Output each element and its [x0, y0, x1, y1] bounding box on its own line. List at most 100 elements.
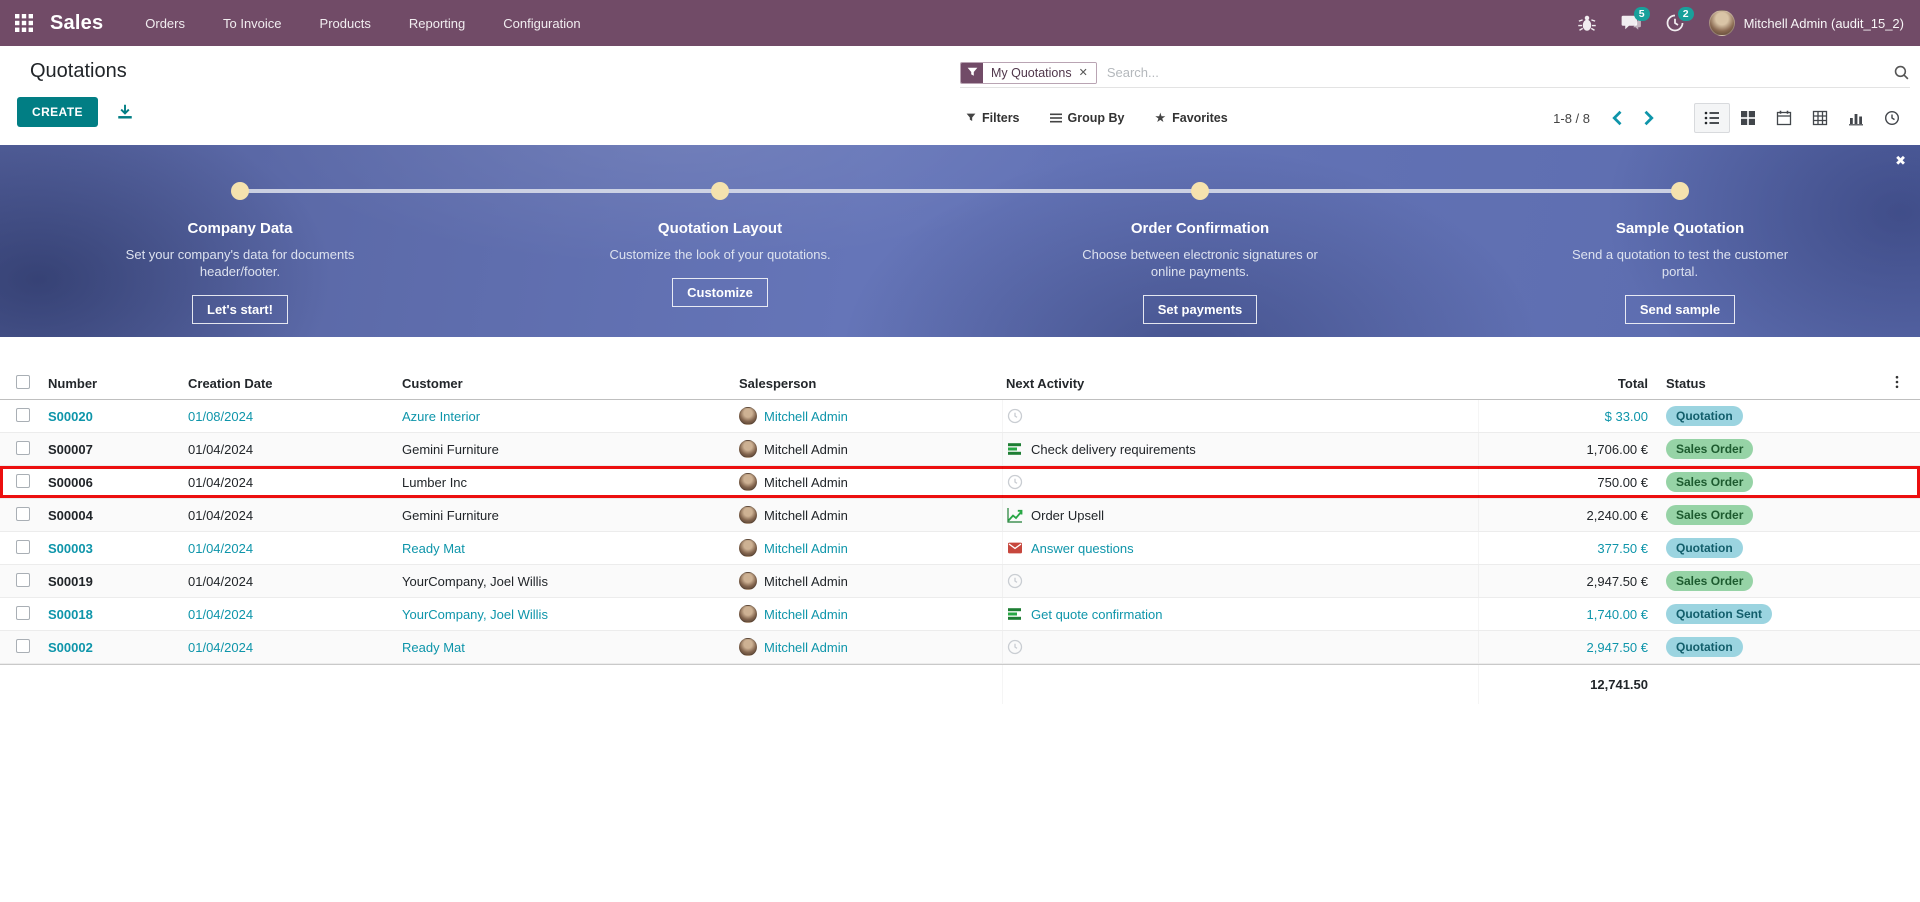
activity-upsell-icon[interactable] [1007, 507, 1023, 523]
select-all-checkbox[interactable] [16, 375, 30, 389]
favorites-button[interactable]: ★ Favorites [1154, 110, 1228, 125]
send-sample-button[interactable]: Send sample [1624, 295, 1736, 324]
creation-date: 01/08/2024 [188, 408, 254, 424]
order-number-link[interactable]: S00019 [48, 573, 93, 589]
step-dot [231, 182, 249, 200]
row-checkbox[interactable] [16, 440, 30, 455]
filters-button[interactable]: Filters [966, 111, 1020, 125]
calendar-view-icon[interactable] [1766, 103, 1802, 133]
pager-previous-icon[interactable] [1608, 108, 1628, 128]
menu-products[interactable]: Products [319, 15, 371, 31]
table-row[interactable]: S00018 01/04/2024 YourCompany, Joel Will… [0, 598, 1920, 631]
active-filter-tag[interactable]: My Quotations ✕ [960, 61, 1097, 84]
table-row[interactable]: S00007 01/04/2024 Gemini Furniture Mitch… [0, 433, 1920, 466]
order-number-link[interactable]: S00007 [48, 441, 93, 457]
footer-total: 12,741.50 [1478, 665, 1652, 704]
order-number-link[interactable]: S00003 [48, 540, 93, 556]
next-activity-cell[interactable]: Get quote confirmation [1002, 598, 1478, 630]
export-download-icon[interactable] [116, 103, 134, 121]
pager-next-icon[interactable] [1638, 108, 1658, 128]
row-checkbox[interactable] [16, 572, 30, 587]
column-next-activity[interactable]: Next Activity [1006, 376, 1085, 391]
row-checkbox[interactable] [16, 605, 30, 620]
customize-button[interactable]: Customize [672, 278, 768, 307]
search-icon[interactable] [1893, 64, 1910, 81]
user-name: Mitchell Admin (audit_15_2) [1743, 15, 1904, 31]
activities-clock-icon[interactable]: 2 [1665, 7, 1694, 33]
order-number-link[interactable]: S00004 [48, 507, 93, 523]
menu-reporting[interactable]: Reporting [408, 15, 466, 31]
group-by-icon [1049, 113, 1062, 123]
row-checkbox[interactable] [16, 407, 30, 422]
column-total[interactable]: Total [1617, 376, 1648, 391]
row-checkbox[interactable] [16, 473, 30, 488]
debug-bug-icon[interactable] [1577, 13, 1597, 33]
activity-tasks-icon[interactable] [1007, 606, 1023, 622]
activity-clock-icon[interactable] [1007, 408, 1023, 424]
kanban-view-icon[interactable] [1730, 103, 1766, 133]
menu-orders[interactable]: Orders [145, 15, 185, 31]
row-checkbox[interactable] [16, 539, 30, 554]
order-number-link[interactable]: S00006 [48, 474, 93, 490]
table-header-row: Number Creation Date Customer Salesperso… [0, 368, 1920, 400]
onboarding-progress-line [240, 189, 1680, 193]
row-checkbox[interactable] [16, 638, 30, 653]
banner-close-icon[interactable]: ✖ [1895, 153, 1906, 168]
activity-clock-icon[interactable] [1007, 639, 1023, 655]
list-view-icon[interactable] [1694, 103, 1730, 133]
page-title: Quotations [30, 60, 127, 82]
column-salesperson[interactable]: Salesperson [739, 376, 817, 391]
next-activity-cell[interactable] [1002, 400, 1478, 432]
set-payments-button[interactable]: Set payments [1142, 295, 1258, 324]
user-menu[interactable]: Mitchell Admin (audit_15_2) [1708, 10, 1904, 36]
create-button[interactable]: CREATE [17, 97, 98, 127]
column-creation-date[interactable]: Creation Date [188, 376, 273, 391]
optional-columns-icon[interactable] [1890, 375, 1904, 389]
order-number-link[interactable]: S00020 [48, 408, 93, 424]
column-customer[interactable]: Customer [402, 376, 463, 391]
next-activity-cell[interactable]: Answer questions [1002, 532, 1478, 564]
table-row[interactable]: S00002 01/04/2024 Ready Mat Mitchell Adm… [0, 631, 1920, 664]
activity-view-icon[interactable] [1874, 103, 1910, 133]
customer-name: Gemini Furniture [402, 441, 499, 457]
creation-date: 01/04/2024 [188, 573, 254, 589]
menu-to-invoice[interactable]: To Invoice [223, 15, 282, 31]
customer-name: Lumber Inc [402, 474, 468, 490]
activity-tasks-icon[interactable] [1007, 441, 1023, 457]
next-activity-cell[interactable]: Order Upsell [1002, 499, 1478, 531]
menu-configuration[interactable]: Configuration [503, 15, 581, 31]
next-activity-cell[interactable] [1002, 466, 1478, 498]
table-row[interactable]: S00003 01/04/2024 Ready Mat Mitchell Adm… [0, 532, 1920, 565]
column-status[interactable]: Status [1666, 376, 1706, 391]
customer-name: Azure Interior [402, 408, 481, 424]
next-activity-cell[interactable]: Check delivery requirements [1002, 433, 1478, 465]
next-activity-cell[interactable] [1002, 565, 1478, 597]
table-row[interactable]: S00006 01/04/2024 Lumber Inc Mitchell Ad… [0, 466, 1920, 499]
column-number[interactable]: Number [48, 376, 98, 391]
search-bar[interactable]: My Quotations ✕ [960, 60, 1910, 88]
table-row[interactable]: S00020 01/08/2024 Azure Interior Mitchel… [0, 400, 1920, 433]
row-checkbox[interactable] [16, 506, 30, 521]
next-activity-cell[interactable] [1002, 631, 1478, 663]
activity-clock-icon[interactable] [1007, 474, 1023, 490]
pivot-view-icon[interactable] [1802, 103, 1838, 133]
search-input[interactable] [1096, 65, 1893, 80]
activity-email-icon[interactable] [1007, 540, 1023, 556]
lets-start-button[interactable]: Let's start! [192, 295, 288, 324]
activity-clock-icon[interactable] [1007, 573, 1023, 589]
table-row[interactable]: S00019 01/04/2024 YourCompany, Joel Will… [0, 565, 1920, 598]
table-row[interactable]: S00004 01/04/2024 Gemini Furniture Mitch… [0, 499, 1920, 532]
salesperson-name: Mitchell Admin [764, 540, 848, 556]
salesperson-cell: Mitchell Admin [735, 407, 1002, 425]
filter-remove-icon[interactable]: ✕ [1078, 67, 1088, 79]
group-by-button[interactable]: Group By [1049, 111, 1124, 125]
messages-badge: 5 [1633, 7, 1650, 21]
activity-label: Check delivery requirements [1031, 441, 1196, 457]
salesperson-cell: Mitchell Admin [735, 605, 1002, 623]
messages-icon[interactable]: 5 [1621, 7, 1650, 33]
order-number-link[interactable]: S00018 [48, 606, 93, 622]
order-number-link[interactable]: S00002 [48, 639, 93, 655]
graph-view-icon[interactable] [1838, 103, 1874, 133]
app-title[interactable]: Sales [50, 11, 104, 34]
apps-grid-icon[interactable] [14, 13, 34, 33]
